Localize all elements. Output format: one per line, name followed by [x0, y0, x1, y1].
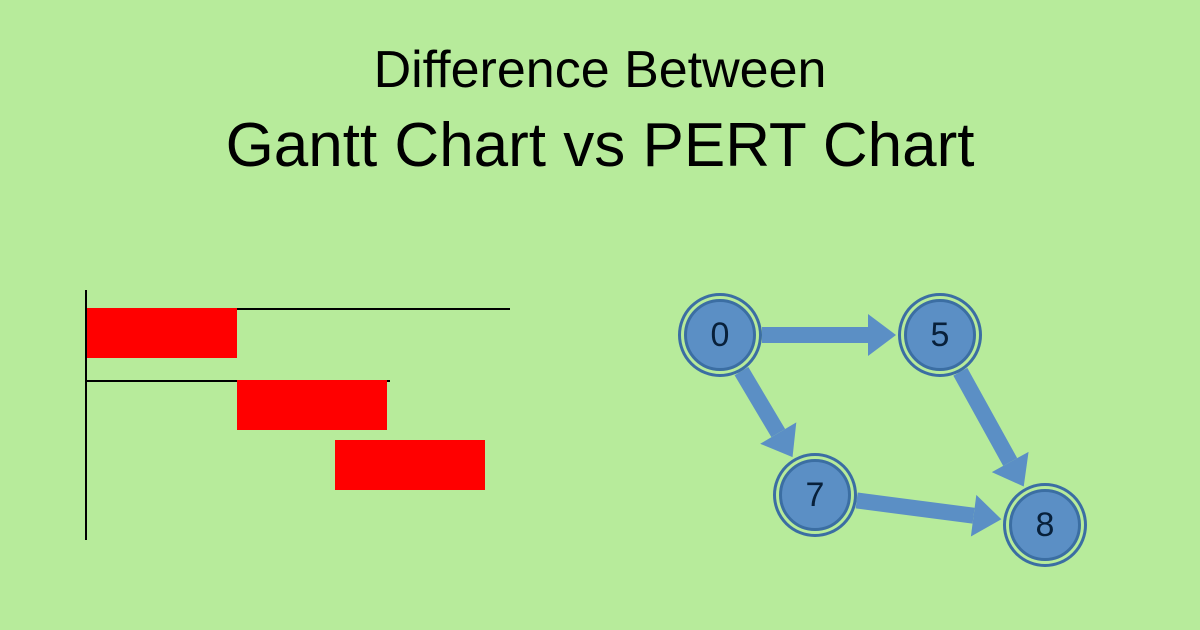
pert-node-inner: 8 [1009, 489, 1081, 561]
pert-arrow-shaft [856, 492, 975, 523]
pert-node-label: 7 [806, 476, 825, 515]
pert-chart: 0 5 7 8 [650, 280, 1150, 600]
title-line-2: Gantt Chart vs PERT Chart [0, 110, 1200, 181]
pert-node: 7 [773, 453, 857, 537]
pert-node-label: 8 [1036, 506, 1055, 545]
pert-arrow-shaft [735, 367, 786, 437]
pert-node: 5 [898, 293, 982, 377]
gantt-chart [85, 290, 515, 540]
pert-node: 0 [678, 293, 762, 377]
pert-arrow-shaft [762, 327, 868, 343]
gantt-bar [335, 440, 485, 490]
pert-node-inner: 7 [779, 459, 851, 531]
pert-node-inner: 5 [904, 299, 976, 371]
pert-arrow-head [971, 495, 1001, 537]
gantt-bar [87, 308, 237, 358]
pert-node-label: 0 [711, 316, 730, 355]
title-line-1: Difference Between [0, 40, 1200, 100]
gantt-bar [237, 380, 387, 430]
pert-arrow-head [868, 314, 896, 356]
pert-node: 8 [1003, 483, 1087, 567]
pert-node-inner: 0 [684, 299, 756, 371]
pert-arrow-shaft [953, 368, 1017, 466]
pert-node-label: 5 [931, 316, 950, 355]
infographic-canvas: Difference Between Gantt Chart vs PERT C… [0, 0, 1200, 630]
